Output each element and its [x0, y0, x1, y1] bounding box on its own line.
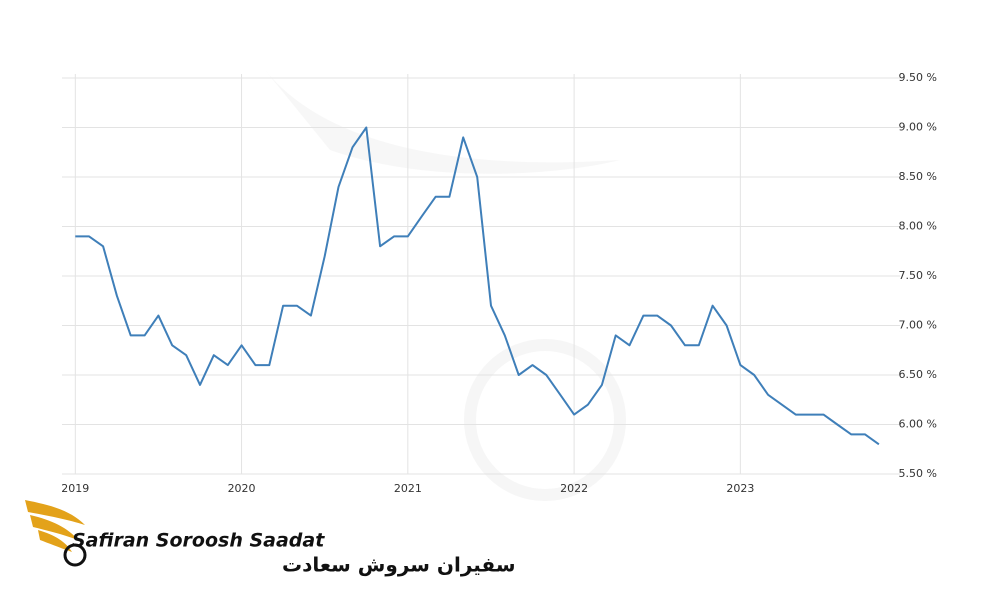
- data-line: [75, 126, 880, 446]
- swirl: [464, 339, 626, 501]
- x-tick-label: 2019: [61, 482, 89, 495]
- x-tick-label: 2022: [560, 482, 588, 495]
- y-tick-label: 9.50 %: [899, 71, 937, 84]
- y-tick-label: 9.00 %: [899, 121, 937, 134]
- y-tick-label: 8.00 %: [899, 220, 937, 233]
- brand-name: Safiran Soroosh Saadat: [72, 530, 325, 552]
- y-tick-label: 5.50 %: [899, 467, 937, 480]
- watermark-wing: [265, 70, 626, 501]
- x-tick-label: 2021: [394, 482, 422, 495]
- x-tick-label: 2023: [726, 482, 754, 495]
- logo-wing: [25, 500, 85, 525]
- logo-wing: [30, 515, 78, 540]
- y-tick-label: 6.00 %: [899, 418, 937, 431]
- logo-wing: [38, 530, 72, 552]
- y-tick-label: 6.50 %: [899, 368, 937, 381]
- logo-swirl: [63, 543, 87, 567]
- x-tick-label: 2020: [228, 482, 256, 495]
- brand-name-fa: سفیران سروش سعادت: [282, 553, 516, 577]
- y-tick-label: 7.50 %: [899, 269, 937, 282]
- wing-shape: [265, 70, 620, 174]
- y-tick-label: 7.00 %: [899, 319, 937, 332]
- logo: Safiran Soroosh Saadat سفیران سروش سعادت: [25, 500, 516, 577]
- y-tick-label: 8.50 %: [899, 170, 937, 183]
